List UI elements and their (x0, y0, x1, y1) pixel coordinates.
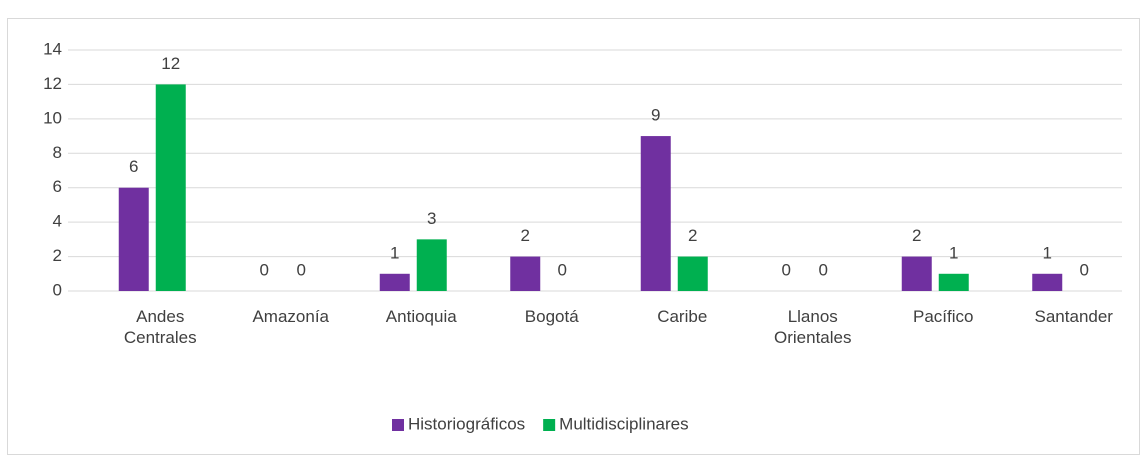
data-label: 0 (260, 260, 269, 279)
y-tick-label: 2 (53, 246, 62, 265)
data-label: 6 (129, 157, 138, 176)
data-label: 1 (390, 243, 399, 262)
bar (510, 256, 541, 291)
y-tick-label: 0 (53, 280, 62, 299)
legend-swatch (543, 419, 556, 431)
data-label: 0 (819, 260, 828, 279)
data-label: 3 (427, 209, 436, 228)
bar (677, 256, 708, 291)
bar (379, 273, 410, 291)
y-tick-label: 6 (53, 177, 62, 196)
chart-border (7, 18, 1140, 455)
data-label: 1 (949, 243, 958, 262)
y-tick-label: 14 (43, 39, 62, 58)
y-tick-label: 12 (43, 74, 62, 93)
bar (155, 84, 186, 291)
y-tick-label: 8 (53, 143, 62, 162)
x-tick-label: Bogotá (524, 307, 579, 326)
legend-label: Multidisciplinares (559, 414, 688, 433)
x-tick-label: Santander (1034, 307, 1113, 326)
bar (901, 256, 932, 291)
data-label: 2 (521, 226, 530, 245)
data-label: 12 (161, 54, 180, 73)
bar (640, 136, 671, 291)
x-tick-label: Amazonía (252, 307, 330, 326)
x-tick-label: Llanos Orientales (774, 307, 852, 347)
x-tick-label: Antioquia (385, 307, 457, 326)
data-label: 0 (558, 260, 567, 279)
data-label: 2 (688, 226, 697, 245)
x-tick-label: Caribe (657, 307, 708, 326)
bar (118, 187, 149, 291)
data-label: 1 (1043, 243, 1052, 262)
bar (1032, 273, 1063, 291)
data-label: 9 (651, 106, 660, 125)
x-tick-label: Andes Centrales (123, 307, 197, 347)
legend-label: Historiográficos (408, 414, 525, 433)
data-label: 2 (912, 226, 921, 245)
data-label: 0 (297, 260, 306, 279)
bar (416, 239, 447, 291)
y-tick-label: 10 (43, 108, 62, 127)
x-tick-label: Pacífico (913, 307, 974, 326)
y-tick-label: 4 (53, 212, 62, 231)
data-label: 0 (1080, 260, 1089, 279)
legend-swatch (392, 419, 404, 431)
bar (938, 273, 969, 291)
data-label: 0 (782, 260, 791, 279)
